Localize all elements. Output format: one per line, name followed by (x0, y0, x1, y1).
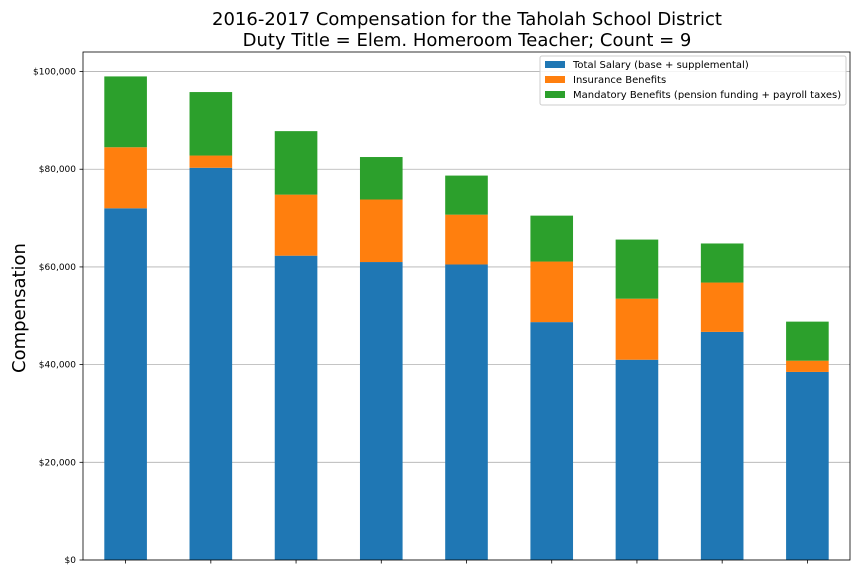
legend-label-1: Total Salary (base + supplemental) (572, 60, 749, 71)
y-tick-label: $20,000 (39, 458, 76, 468)
bar-segment-3-1 (104, 76, 147, 148)
y-axis-ticks: $0 $20,000 $40,000 $60,000 $80,000 $100,000 (33, 68, 83, 566)
legend: Total Salary (base + supplemental) Insura… (539, 55, 847, 106)
bar-segment-2-4 (359, 199, 403, 263)
bar-segment-2-8 (700, 282, 744, 332)
bar-segment-1-2 (189, 167, 233, 560)
bar-segment-3-4 (359, 157, 403, 200)
y-tick-label: $40,000 (39, 361, 76, 371)
bar-segment-2-2 (189, 155, 233, 168)
bars (104, 76, 829, 561)
bar-segment-1-1 (104, 208, 147, 561)
bar-segment-3-5 (445, 175, 488, 215)
bar-segment-3-3 (274, 131, 318, 195)
y-tick-label: $80,000 (39, 165, 76, 175)
legend-swatch-3 (545, 91, 565, 98)
bar-segment-2-6 (530, 261, 574, 323)
y-tick-label: $100,000 (33, 68, 76, 78)
bar-segment-2-5 (445, 214, 488, 265)
bar-segment-3-6 (530, 215, 574, 262)
legend-swatch-2 (545, 76, 565, 83)
bar-segment-2-7 (615, 298, 659, 360)
legend-swatch-1 (545, 61, 565, 68)
y-tick-label: $60,000 (39, 263, 76, 273)
bar-segment-2-9 (786, 360, 829, 372)
chart-title: 2016-2017 Compensation for the Taholah S… (212, 9, 722, 51)
legend-label-3: Mandatory Benefits (pension funding + pa… (573, 90, 841, 101)
bar-segment-1-3 (274, 255, 318, 560)
legend-box (539, 55, 847, 106)
chart-title-line-2: Duty Title = Elem. Homeroom Teacher; Cou… (243, 30, 692, 51)
y-tick-label: $0 (65, 556, 77, 566)
bar-segment-3-8 (700, 243, 744, 283)
bar-segment-1-8 (700, 331, 744, 560)
bar-segment-1-4 (359, 262, 403, 560)
bar-segment-3-9 (786, 321, 829, 361)
bar-segment-3-2 (189, 92, 233, 156)
y-axis-label: Compensation (9, 243, 30, 373)
bar-segment-3-7 (615, 239, 659, 299)
bar-segment-2-1 (104, 147, 147, 209)
bar-segment-1-5 (445, 264, 488, 560)
bar-segment-2-3 (274, 194, 318, 256)
bar-segment-1-9 (786, 371, 829, 560)
x-axis-ticks (125, 560, 808, 564)
bar-segment-1-6 (530, 322, 574, 560)
legend-label-2: Insurance Benefits (573, 75, 666, 86)
chart-title-line-1: 2016-2017 Compensation for the Taholah S… (212, 9, 722, 30)
bar-segment-1-7 (615, 359, 659, 560)
